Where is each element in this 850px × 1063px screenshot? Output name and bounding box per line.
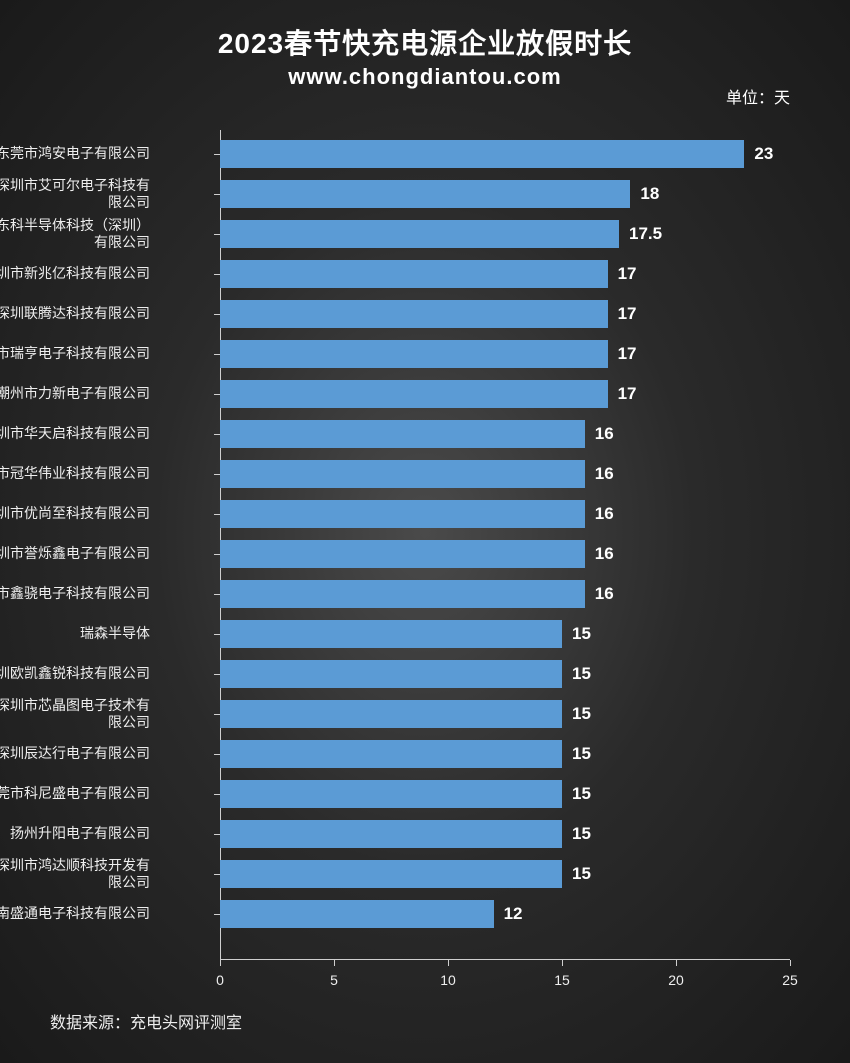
bar-row: 17 — [220, 254, 790, 294]
plot-area: 051015202523东莞市鸿安电子有限公司18深圳市艾可尔电子科技有 限公司… — [220, 130, 790, 960]
bar-row: 17 — [220, 294, 790, 334]
x-tick — [220, 960, 221, 966]
bar-row: 23 — [220, 134, 790, 174]
x-axis-line — [220, 959, 790, 960]
bar-value: 16 — [585, 580, 614, 608]
y-axis-label: 深圳辰达行电子有限公司 — [0, 734, 150, 774]
y-axis-label: 东莞市科尼盛电子有限公司 — [0, 774, 150, 814]
y-axis-label: 深圳市优尚至科技有限公司 — [0, 494, 150, 534]
y-axis-label: 瑞森半导体 — [0, 614, 150, 654]
y-axis-label: 深圳欧凯鑫锐科技有限公司 — [0, 654, 150, 694]
x-tick-label: 20 — [668, 972, 684, 988]
bar-value: 15 — [562, 660, 591, 688]
bar-value: 16 — [585, 500, 614, 528]
bar — [220, 900, 494, 928]
bar — [220, 740, 562, 768]
bar-value: 16 — [585, 420, 614, 448]
bar-value: 15 — [562, 700, 591, 728]
x-tick-label: 10 — [440, 972, 456, 988]
x-tick — [334, 960, 335, 966]
y-axis-label: 湖南盛通电子科技有限公司 — [0, 894, 150, 934]
bar — [220, 580, 585, 608]
bar — [220, 140, 744, 168]
unit-label: 单位：天 — [726, 84, 790, 108]
y-axis-label: 深圳市冠华伟业科技有限公司 — [0, 454, 150, 494]
bar-row: 16 — [220, 494, 790, 534]
bar-row: 17 — [220, 334, 790, 374]
y-axis-label: 东莞市瑞亨电子科技有限公司 — [0, 334, 150, 374]
bar-value: 17.5 — [619, 220, 662, 248]
y-axis-label: 深圳市鸿达顺科技开发有 限公司 — [0, 854, 150, 894]
bar-value: 15 — [562, 740, 591, 768]
bar — [220, 460, 585, 488]
x-tick-label: 0 — [216, 972, 224, 988]
bar — [220, 340, 608, 368]
chart-subtitle: www.chongdiantou.com — [0, 64, 850, 90]
chart-title: 2023春节快充电源企业放假时长 — [0, 0, 850, 62]
bar-value: 15 — [562, 780, 591, 808]
bar-value: 17 — [608, 260, 637, 288]
bar — [220, 860, 562, 888]
y-axis-label: 东科半导体科技（深圳） 有限公司 — [0, 214, 150, 254]
bar-row: 15 — [220, 734, 790, 774]
bar-value: 16 — [585, 540, 614, 568]
bar-value: 15 — [562, 860, 591, 888]
bar-value: 15 — [562, 620, 591, 648]
x-tick — [448, 960, 449, 966]
bar-value: 17 — [608, 300, 637, 328]
y-axis-label: 东莞市鑫骁电子科技有限公司 — [0, 574, 150, 614]
y-axis-label: 深圳市誉烁鑫电子有限公司 — [0, 534, 150, 574]
bar-row: 16 — [220, 414, 790, 454]
bar-row: 15 — [220, 614, 790, 654]
bar — [220, 180, 630, 208]
bar-value: 17 — [608, 340, 637, 368]
y-axis-label: 深圳市华天启科技有限公司 — [0, 414, 150, 454]
bar-row: 15 — [220, 814, 790, 854]
bar-row: 15 — [220, 654, 790, 694]
bar-value: 23 — [744, 140, 773, 168]
y-axis-label: 潮州市力新电子有限公司 — [0, 374, 150, 414]
bar — [220, 660, 562, 688]
bar — [220, 700, 562, 728]
bar — [220, 820, 562, 848]
y-axis-label: 扬州升阳电子有限公司 — [0, 814, 150, 854]
bar — [220, 780, 562, 808]
bar-value: 18 — [630, 180, 659, 208]
bar — [220, 500, 585, 528]
bar-row: 16 — [220, 534, 790, 574]
y-axis-label: 深圳市新兆亿科技有限公司 — [0, 254, 150, 294]
bar — [220, 620, 562, 648]
bar-value: 17 — [608, 380, 637, 408]
bar — [220, 300, 608, 328]
y-axis-label: 深圳市芯晶图电子技术有 限公司 — [0, 694, 150, 734]
bar — [220, 220, 619, 248]
bar-value: 16 — [585, 460, 614, 488]
bar-row: 16 — [220, 574, 790, 614]
bar — [220, 260, 608, 288]
x-tick — [790, 960, 791, 966]
x-tick — [562, 960, 563, 966]
chart-area: 0 5 10 15 20 25 23 东莞市鸿安电子有限公司 18 深圳市艾可尔电子科技有 限公司… — [0, 130, 850, 990]
bar-row: 18 — [220, 174, 790, 214]
data-source: 数据来源：充电头网评测室 — [50, 1009, 242, 1033]
x-tick-label: 15 — [554, 972, 570, 988]
bar-row: 17 — [220, 374, 790, 414]
bar-row: 15 — [220, 854, 790, 894]
y-axis-label: 深圳市艾可尔电子科技有 限公司 — [0, 174, 150, 214]
x-tick — [676, 960, 677, 966]
bar-row: 15 — [220, 774, 790, 814]
bar-row: 16 — [220, 454, 790, 494]
bar-row: 12 — [220, 894, 790, 934]
x-tick-label: 25 — [782, 972, 798, 988]
y-axis-label: 东莞市鸿安电子有限公司 — [0, 134, 150, 174]
bar — [220, 380, 608, 408]
bar-row: 17.5 — [220, 214, 790, 254]
bar-value: 12 — [494, 900, 523, 928]
y-axis-label: 深圳联腾达科技有限公司 — [0, 294, 150, 334]
bar-row: 15 — [220, 694, 790, 734]
x-tick-label: 5 — [330, 972, 338, 988]
bar-value: 15 — [562, 820, 591, 848]
bar — [220, 420, 585, 448]
bar — [220, 540, 585, 568]
